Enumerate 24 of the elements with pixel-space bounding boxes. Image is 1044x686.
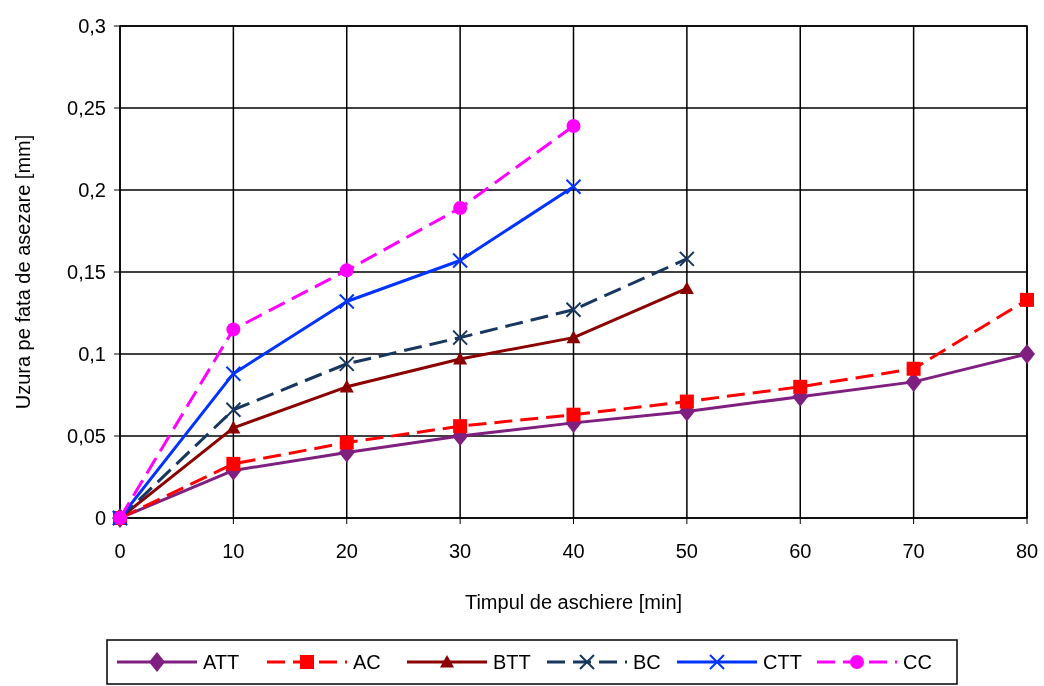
x-tick-label: 20 [335,540,358,562]
x-axis-title: Timpul de aschiere [min] [464,591,683,613]
y-tick-label: 0,1 [78,343,106,365]
y-tick-label: 0 [94,507,106,529]
y-tick-label: 0,3 [78,15,106,37]
x-tick-label: 30 [449,540,472,562]
x-tick-label: 0 [114,540,126,562]
legend-label: BTT [493,651,531,673]
x-tick-label: 60 [789,540,812,562]
x-tick-label: 10 [222,540,245,562]
x-tick-label: 40 [562,540,585,562]
legend-label: CC [903,651,932,673]
legend-label: AC [353,651,381,673]
y-axis-title: Uzura pe fata de asezare [mm] [12,134,34,410]
legend-label: BC [633,651,661,673]
y-tick-label: 0,15 [67,261,106,283]
legend-label: ATT [203,651,240,673]
x-tick-label: 80 [1015,540,1039,562]
x-tick-label: 50 [675,540,698,562]
y-tick-label: 0,2 [78,179,106,201]
y-tick-label: 0,25 [67,97,106,119]
x-tick-label: 70 [902,540,925,562]
y-tick-label: 0,05 [67,425,106,447]
legend-label: CTT [763,651,802,673]
